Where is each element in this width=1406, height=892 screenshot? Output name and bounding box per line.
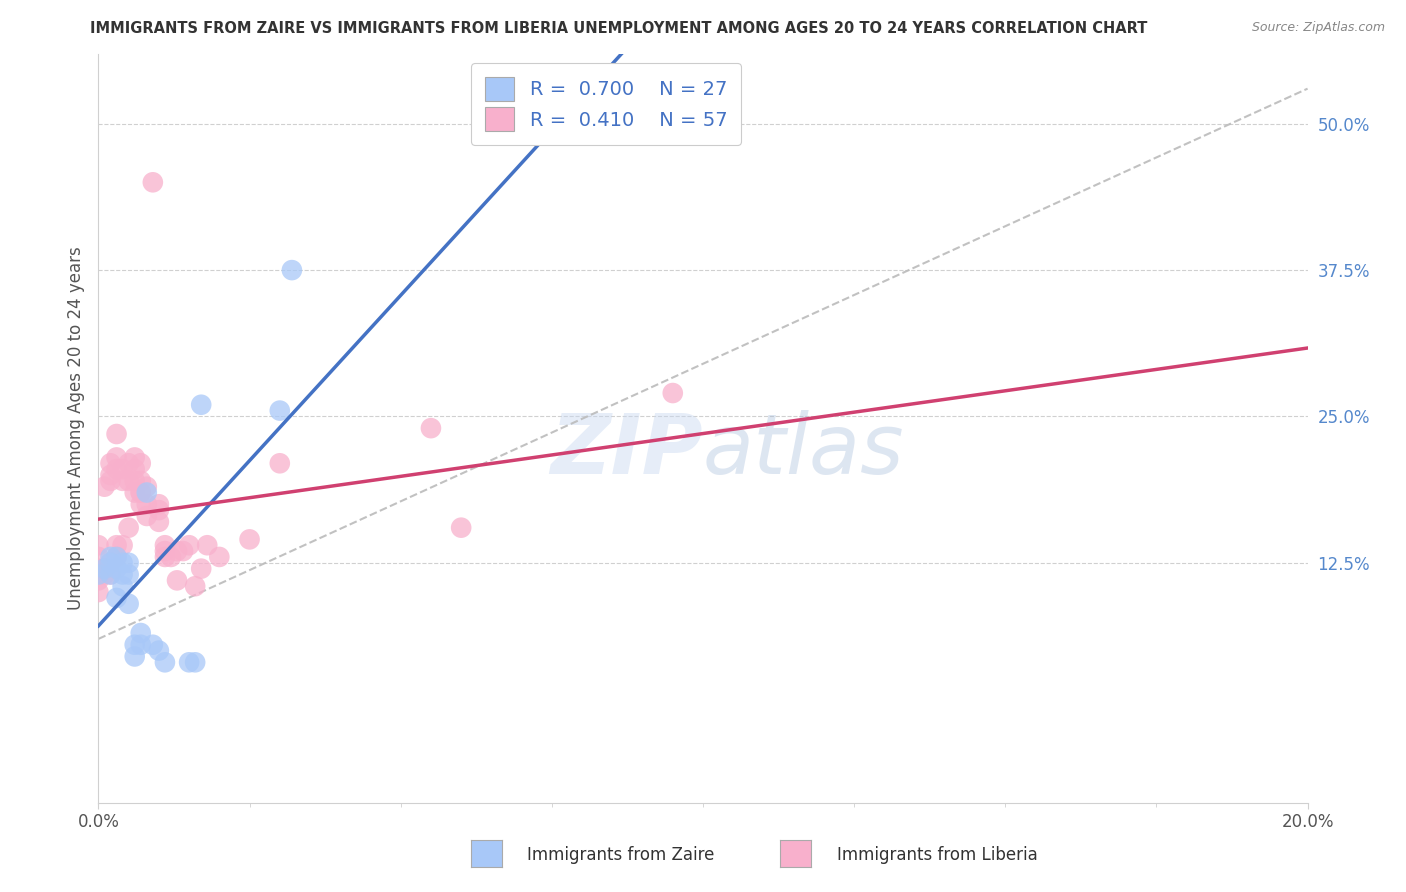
Point [160, 549, 183, 564]
Point [142, 175, 165, 189]
Point [269, 403, 291, 417]
Point [124, 462, 146, 476]
Point [129, 474, 152, 488]
Point [87, 549, 110, 564]
Point [153, 538, 176, 552]
Point [179, 538, 201, 552]
Point [118, 597, 141, 611]
Text: Immigrants from Liberia: Immigrants from Liberia [837, 846, 1038, 863]
Point [184, 579, 207, 593]
Point [105, 450, 128, 465]
Point [661, 386, 683, 401]
Point [129, 485, 152, 500]
Text: Source: ZipAtlas.com: Source: ZipAtlas.com [1251, 21, 1385, 34]
Point [93, 562, 115, 576]
Point [100, 549, 122, 564]
Y-axis label: Unemployment Among Ages 20 to 24 years: Unemployment Among Ages 20 to 24 years [66, 246, 84, 610]
Point [118, 456, 141, 470]
Point [135, 485, 157, 500]
Point [129, 638, 152, 652]
Point [124, 638, 146, 652]
Point [118, 556, 141, 570]
Text: IMMIGRANTS FROM ZAIRE VS IMMIGRANTS FROM LIBERIA UNEMPLOYMENT AMONG AGES 20 TO 2: IMMIGRANTS FROM ZAIRE VS IMMIGRANTS FROM… [90, 21, 1147, 36]
Point [153, 655, 176, 669]
Point [100, 467, 122, 482]
Point [239, 533, 262, 547]
Point [142, 638, 165, 652]
Point [105, 549, 128, 564]
Point [93, 480, 115, 494]
Point [100, 556, 122, 570]
Point [111, 579, 134, 593]
Point [111, 474, 134, 488]
Text: Immigrants from Zaire: Immigrants from Zaire [527, 846, 714, 863]
Point [184, 655, 207, 669]
Point [129, 485, 152, 500]
Point [135, 497, 157, 511]
Point [100, 556, 122, 570]
Point [190, 562, 212, 576]
Point [153, 549, 176, 564]
Point [129, 626, 152, 640]
Point [129, 497, 152, 511]
Point [124, 649, 146, 664]
Point [105, 462, 128, 476]
Legend: R =  0.700    N = 27, R =  0.410    N = 57: R = 0.700 N = 27, R = 0.410 N = 57 [471, 63, 741, 145]
Point [153, 544, 176, 558]
Point [111, 462, 134, 476]
Point [124, 474, 146, 488]
Point [87, 574, 110, 588]
Point [111, 556, 134, 570]
Point [281, 263, 304, 277]
Point [100, 474, 122, 488]
Point [93, 562, 115, 576]
Point [148, 503, 170, 517]
Point [111, 567, 134, 582]
Point [179, 655, 201, 669]
Point [148, 643, 170, 657]
Point [166, 574, 188, 588]
Point [93, 567, 115, 582]
Point [190, 398, 212, 412]
Point [148, 497, 170, 511]
Point [135, 508, 157, 523]
Point [100, 567, 122, 582]
Point [87, 562, 110, 576]
Point [208, 549, 231, 564]
Point [135, 480, 157, 494]
Point [118, 567, 141, 582]
Point [420, 421, 443, 435]
Point [195, 538, 218, 552]
Point [105, 562, 128, 576]
Text: atlas: atlas [703, 410, 904, 491]
Point [100, 567, 122, 582]
Point [129, 456, 152, 470]
Text: ZIP: ZIP [550, 410, 703, 491]
Point [124, 450, 146, 465]
Point [105, 591, 128, 605]
Point [118, 474, 141, 488]
Point [450, 521, 472, 535]
Point [172, 544, 194, 558]
Point [118, 521, 141, 535]
Point [166, 544, 188, 558]
Point [87, 538, 110, 552]
Point [148, 515, 170, 529]
Point [100, 456, 122, 470]
Point [105, 549, 128, 564]
Point [111, 538, 134, 552]
Point [105, 427, 128, 442]
Point [87, 585, 110, 599]
Point [269, 456, 291, 470]
Point [124, 485, 146, 500]
Point [105, 538, 128, 552]
Point [87, 567, 110, 582]
